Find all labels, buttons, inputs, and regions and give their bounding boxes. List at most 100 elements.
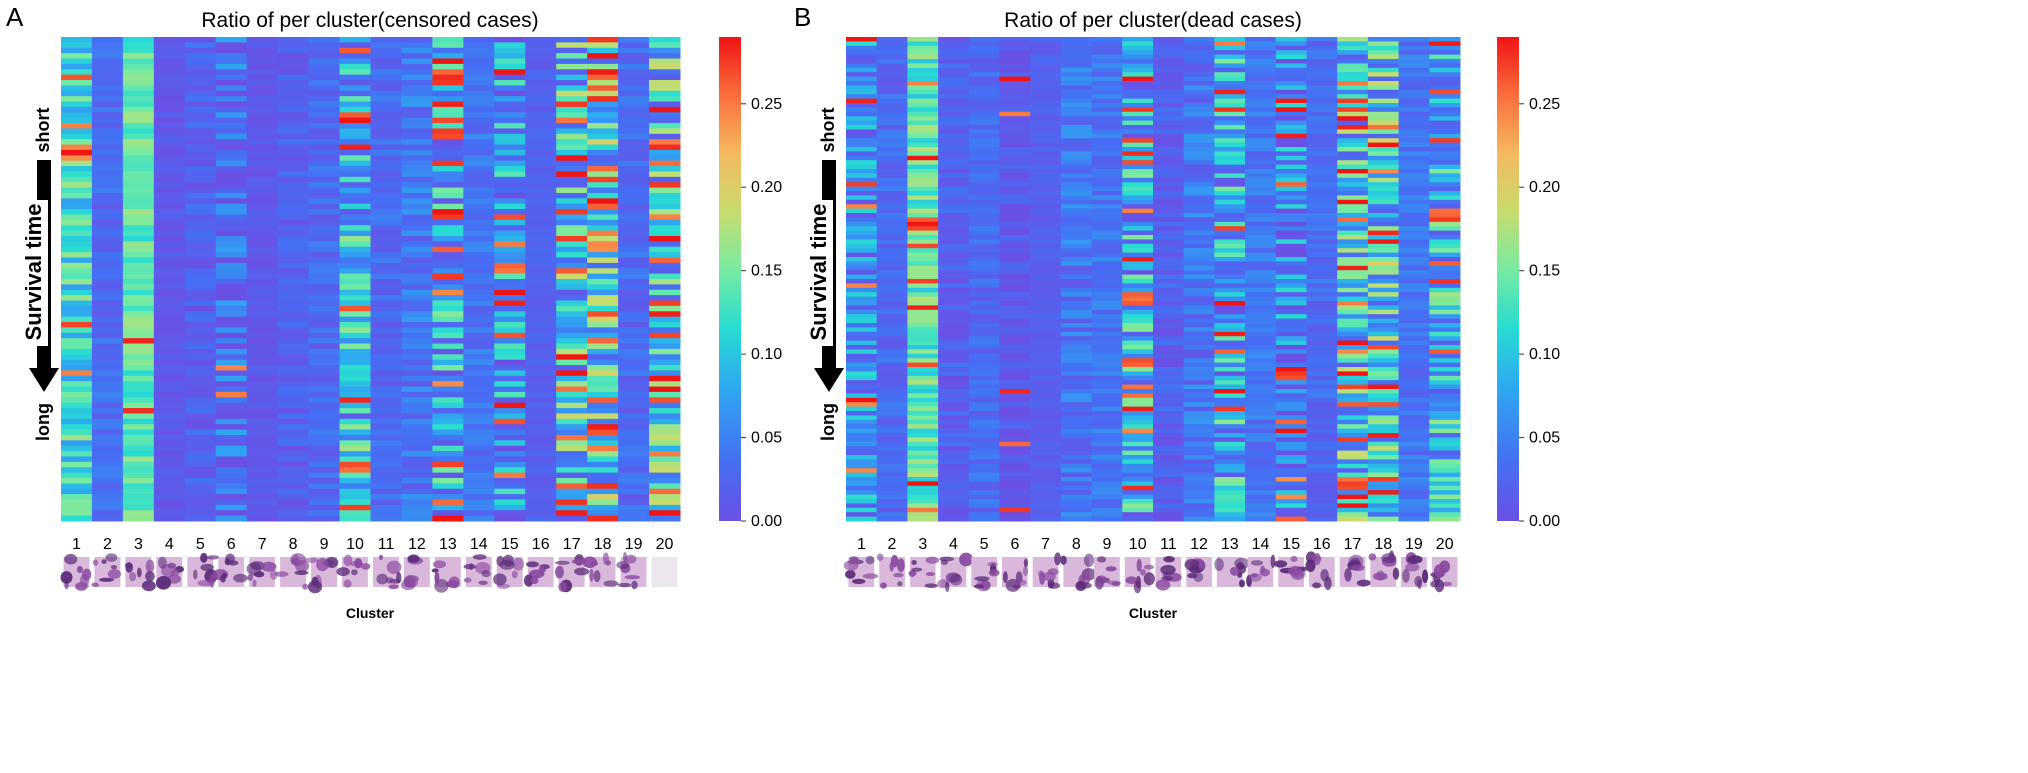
heatmap-cell: [463, 338, 495, 345]
heatmap-cell: [587, 429, 619, 436]
heatmap-cell: [1122, 155, 1154, 161]
heatmap-cell: [153, 235, 186, 242]
heatmap-cell: [618, 123, 650, 129]
heatmap-cell: [876, 503, 908, 509]
heatmap-cell: [153, 413, 186, 420]
heatmap-cell: [1398, 507, 1430, 513]
heatmap-cell: [61, 149, 93, 156]
heatmap-cell: [1398, 411, 1430, 416]
heatmap-cell: [907, 252, 939, 258]
heatmap-cell: [1398, 419, 1430, 425]
heatmap-cell: [277, 467, 310, 474]
heatmap-cell: [401, 456, 433, 463]
heatmap-cell: [277, 96, 310, 103]
heatmap-cell: [1214, 340, 1246, 346]
heatmap-cell: [1122, 507, 1154, 513]
heatmap-cell: [587, 408, 619, 414]
heatmap-cell: [1245, 512, 1277, 518]
heatmap-cell: [1367, 217, 1400, 223]
heatmap-cell: [1183, 437, 1215, 443]
heatmap-cell: [308, 257, 341, 264]
heatmap-cell: [1306, 371, 1338, 377]
heatmap-cell: [215, 316, 248, 323]
heatmap-cell: [1060, 59, 1093, 64]
heatmap-cell: [846, 327, 878, 333]
heatmap-cell: [463, 85, 495, 92]
heatmap-cell: [1153, 345, 1185, 350]
heatmap-cell: [1153, 292, 1185, 298]
heatmap-cell: [1122, 419, 1154, 425]
heatmap-cell: [876, 353, 908, 359]
heatmap-cell: [938, 226, 970, 232]
heatmap-cell: [1060, 199, 1093, 205]
heatmap-cell: [401, 488, 433, 495]
tissue-thumbnail-7: [246, 557, 278, 587]
heatmap-cell: [339, 106, 371, 113]
heatmap-cell: [432, 300, 464, 307]
heatmap-cell: [556, 434, 588, 441]
heatmap-cell: [494, 434, 526, 441]
heatmap-cell: [339, 284, 371, 291]
heatmap-cell: [649, 241, 681, 248]
heatmap-cell: [215, 101, 248, 108]
heatmap-cell: [61, 402, 93, 409]
heatmap-cell: [61, 246, 93, 253]
heatmap-cell: [999, 516, 1031, 522]
heatmap-cell: [122, 225, 155, 232]
heatmap-cell: [1122, 103, 1154, 108]
heatmap-cell: [525, 149, 557, 156]
heatmap-cell: [215, 451, 248, 457]
heatmap-cell: [215, 80, 248, 86]
heatmap-cell: [846, 133, 878, 139]
heatmap-cell: [907, 468, 939, 474]
colorbar-tick-label: 0.00: [1529, 513, 1560, 530]
heatmap-cell: [1306, 389, 1338, 394]
heatmap-cell: [215, 96, 248, 103]
heatmap-cell: [1245, 63, 1277, 69]
heatmap-cell: [122, 365, 155, 371]
heatmap-cell: [1030, 248, 1062, 254]
heatmap-cell: [1214, 94, 1246, 100]
thumbnail-nucleus: [1038, 570, 1044, 577]
heatmap-cell: [907, 397, 939, 403]
heatmap-cell: [370, 128, 402, 135]
heatmap-cell: [215, 160, 248, 167]
heatmap-cell: [1367, 138, 1400, 144]
heatmap-cell: [1214, 305, 1246, 311]
heatmap-cell: [153, 252, 186, 258]
heatmap-cell: [494, 499, 526, 506]
heatmap-cell: [463, 413, 495, 420]
heatmap-cell: [1183, 406, 1215, 412]
thumbnail-nucleus: [1096, 575, 1107, 583]
heatmap-cell: [494, 483, 526, 490]
colorbar-tick-label: 0.25: [1529, 96, 1560, 113]
heatmap-cell: [999, 270, 1031, 276]
heatmap-cell: [587, 235, 619, 242]
heatmap-cell: [184, 160, 217, 167]
heatmap-cell: [1245, 41, 1277, 47]
thumbnail-nucleus: [193, 569, 198, 580]
heatmap-cell: [339, 477, 371, 484]
thumbnail-nucleus: [1376, 570, 1385, 581]
heatmap-cell: [184, 63, 217, 70]
heatmap-cell: [370, 257, 402, 264]
heatmap-cell: [1306, 155, 1338, 161]
heatmap-cell: [494, 300, 526, 307]
heatmap-cell: [876, 327, 908, 333]
heatmap-cell: [1214, 72, 1246, 78]
heatmap-cell: [846, 94, 878, 100]
heatmap-cell: [968, 50, 1000, 56]
heatmap-cell: [907, 419, 939, 425]
heatmap-cell: [968, 59, 1000, 64]
heatmap-cell: [1306, 111, 1338, 117]
heatmap-cell: [1091, 204, 1123, 210]
heatmap-cell: [1030, 516, 1062, 522]
heatmap-cell: [1367, 274, 1400, 280]
heatmap-cell: [1337, 397, 1369, 403]
heatmap-cell: [91, 252, 124, 258]
heatmap-cell: [1398, 138, 1430, 144]
heatmap-cell: [1367, 485, 1400, 491]
heatmap-cell: [876, 485, 908, 491]
heatmap-cell: [339, 316, 371, 323]
heatmap-cell: [401, 273, 433, 280]
